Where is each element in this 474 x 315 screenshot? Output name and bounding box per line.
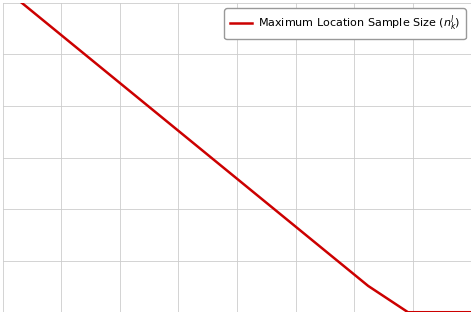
Legend: Maximum Location Sample Size $(n_k^l)$: Maximum Location Sample Size $(n_k^l)$	[224, 8, 465, 39]
